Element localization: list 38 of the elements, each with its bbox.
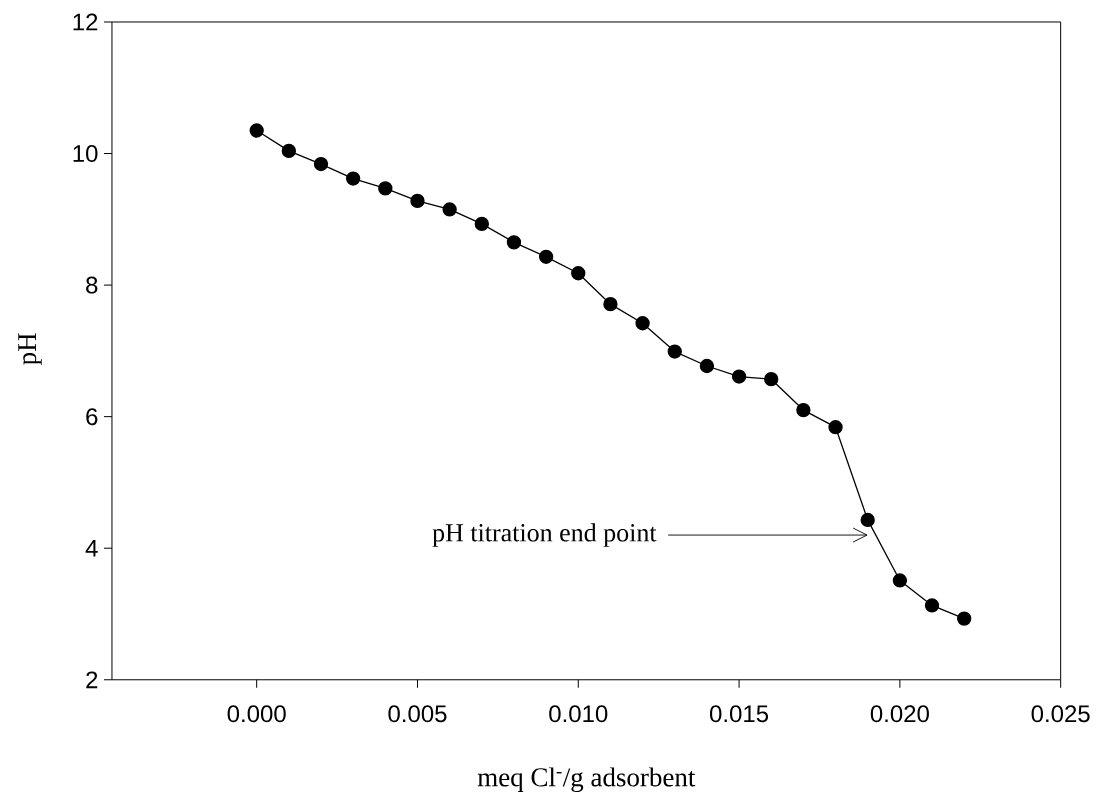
point (538, 249, 554, 265)
point (474, 216, 489, 232)
y-tick-label: 8 (86, 276, 98, 294)
point (603, 297, 618, 312)
x-tick-label: 0.000 (227, 705, 286, 723)
annotation: pH titration end point (432, 523, 657, 547)
point (731, 369, 747, 384)
point (571, 266, 586, 281)
y-axis-title: pH (18, 333, 42, 366)
x-tick-label: 0.025 (1031, 705, 1090, 723)
point (249, 123, 264, 138)
point (410, 193, 425, 209)
y-tick-label: 4 (85, 540, 98, 557)
point (892, 573, 908, 588)
point (346, 171, 361, 186)
point (442, 202, 457, 217)
point (764, 372, 779, 387)
y-tick-label: 6 (86, 408, 98, 426)
point (313, 157, 329, 172)
x-axis-title: meq Cl$^{-}$/g adsorbent (477, 767, 696, 793)
x-tick-label: 0.010 (549, 705, 608, 723)
point (828, 420, 843, 435)
x-tick-label: 0.005 (388, 705, 447, 723)
y-tick-label: 12 (73, 13, 98, 31)
point (667, 344, 682, 359)
point (796, 403, 811, 418)
y-tick-label: 10 (73, 145, 98, 163)
y-tick-label: 2 (86, 671, 98, 689)
point (635, 316, 650, 331)
point (924, 598, 940, 613)
point (281, 143, 296, 159)
point (699, 358, 715, 374)
point (378, 181, 393, 196)
x-tick-label: 0.020 (870, 705, 929, 723)
point (506, 235, 522, 250)
x-tick-label: 0.015 (709, 705, 769, 723)
point (957, 611, 972, 626)
point (860, 512, 875, 528)
